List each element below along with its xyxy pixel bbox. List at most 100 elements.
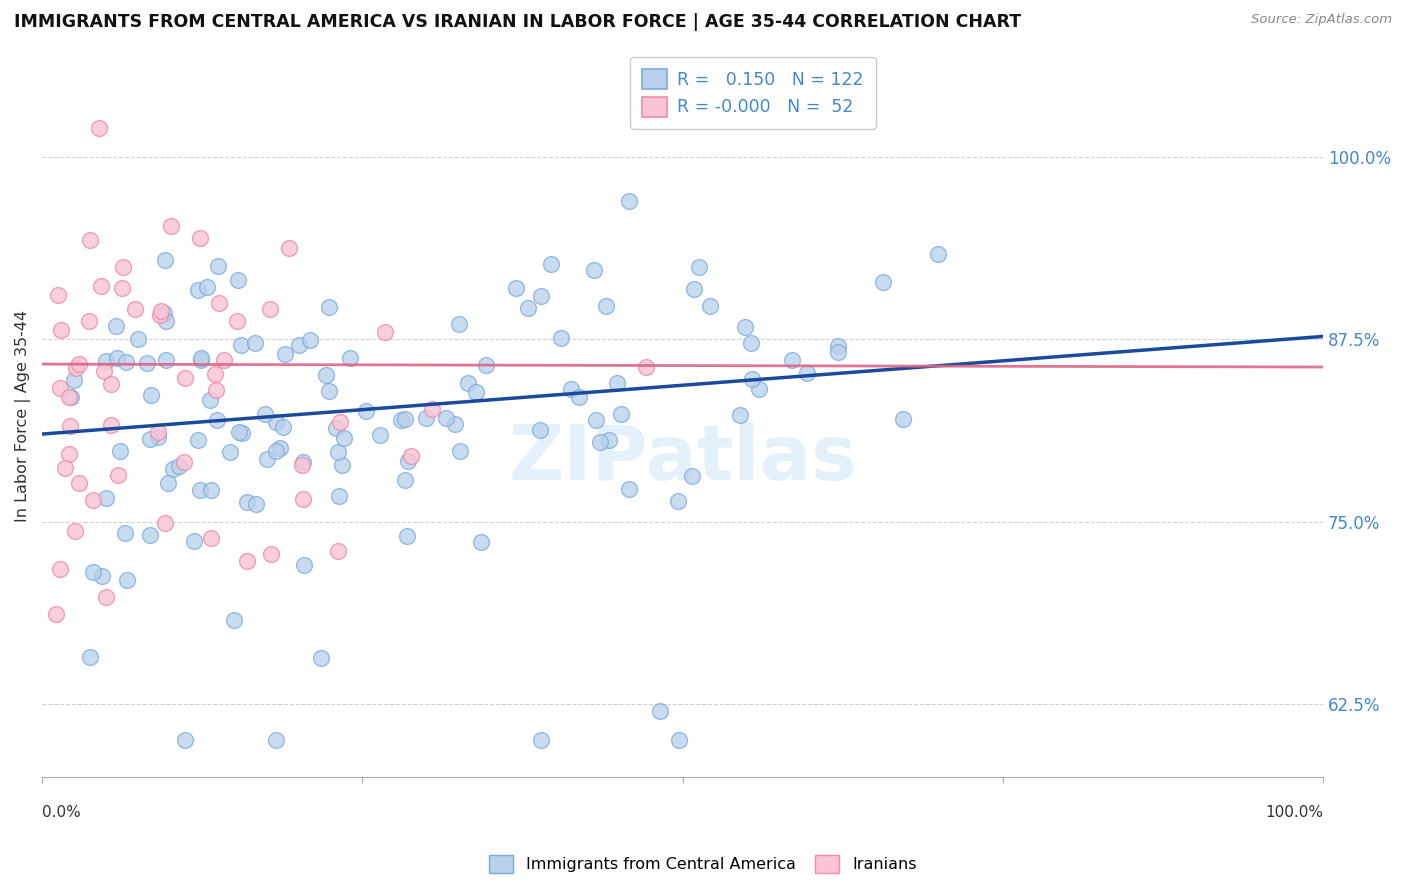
Point [53,461,76,475]
Point [100,377,122,392]
Text: 100.0%: 100.0% [1265,805,1323,821]
Point [415,410,437,425]
Text: Source: ZipAtlas.com: Source: ZipAtlas.com [1251,13,1392,27]
Point [291,454,314,468]
Point [325,421,347,435]
Point [148,429,170,443]
Point [780,353,803,368]
Point [59,390,82,404]
Point [606,376,628,391]
Point [326,445,349,459]
Point [617,194,640,208]
Point [634,359,657,374]
Point [457,376,479,390]
Point [49,381,72,395]
Point [396,529,419,543]
Point [598,433,620,447]
Point [58,447,80,461]
Point [94,491,117,505]
Point [245,497,267,511]
Point [149,303,172,318]
Point [434,411,457,425]
Point [288,338,311,352]
Point [449,444,471,458]
Point [315,368,337,382]
Point [94,591,117,605]
Point [333,431,356,445]
Point [135,355,157,369]
Text: ZIPatlas: ZIPatlas [509,422,856,496]
Point [48,562,70,576]
Point [67,357,90,371]
Point [891,411,914,425]
Point [90,279,112,293]
Point [45,607,67,621]
Point [271,420,294,434]
Point [212,352,235,367]
Point [699,299,721,313]
Point [264,415,287,429]
Point [668,733,690,747]
Point [389,413,412,427]
Point [529,423,551,437]
Point [139,528,162,542]
Point [114,525,136,540]
Point [162,462,184,476]
Point [174,370,197,384]
Point [115,573,138,587]
Point [872,275,894,289]
Point [58,390,80,404]
Point [155,352,177,367]
Point [127,332,149,346]
Point [399,450,422,464]
Point [292,558,315,573]
Legend: R =   0.150   N = 122, R = -0.000   N =  52: R = 0.150 N = 122, R = -0.000 N = 52 [630,56,876,128]
Point [169,459,191,474]
Point [339,351,361,366]
Point [190,353,212,368]
Point [927,247,949,261]
Point [79,650,101,665]
Point [200,483,222,497]
Point [827,344,849,359]
Point [443,417,465,431]
Point [505,280,527,294]
Point [188,483,211,497]
Point [226,273,249,287]
Point [187,434,209,448]
Point [222,613,245,627]
Point [200,531,222,545]
Point [368,428,391,442]
Text: 0.0%: 0.0% [42,805,82,821]
Point [198,393,221,408]
Point [396,454,419,468]
Point [299,333,322,347]
Point [583,263,606,277]
Point [236,495,259,509]
Point [110,444,132,458]
Point [734,319,756,334]
Point [207,260,229,274]
Point [517,301,540,316]
Point [231,426,253,441]
Y-axis label: In Labor Force | Age 35-44: In Labor Force | Age 35-44 [15,310,31,522]
Point [208,296,231,310]
Point [328,544,350,558]
Point [107,467,129,482]
Point [260,547,283,561]
Point [139,432,162,446]
Point [475,358,498,372]
Text: IMMIGRANTS FROM CENTRAL AMERICA VS IRANIAN IN LABOR FORCE | AGE 35-44 CORRELATIO: IMMIGRANTS FROM CENTRAL AMERICA VS IRANI… [14,13,1021,31]
Point [187,283,209,297]
Point [46,288,69,302]
Point [183,534,205,549]
Point [394,411,416,425]
Point [683,282,706,296]
Point [93,364,115,378]
Point [111,260,134,275]
Point [111,281,134,295]
Point [59,418,82,433]
Point [204,367,226,381]
Point [540,257,562,271]
Point [610,407,633,421]
